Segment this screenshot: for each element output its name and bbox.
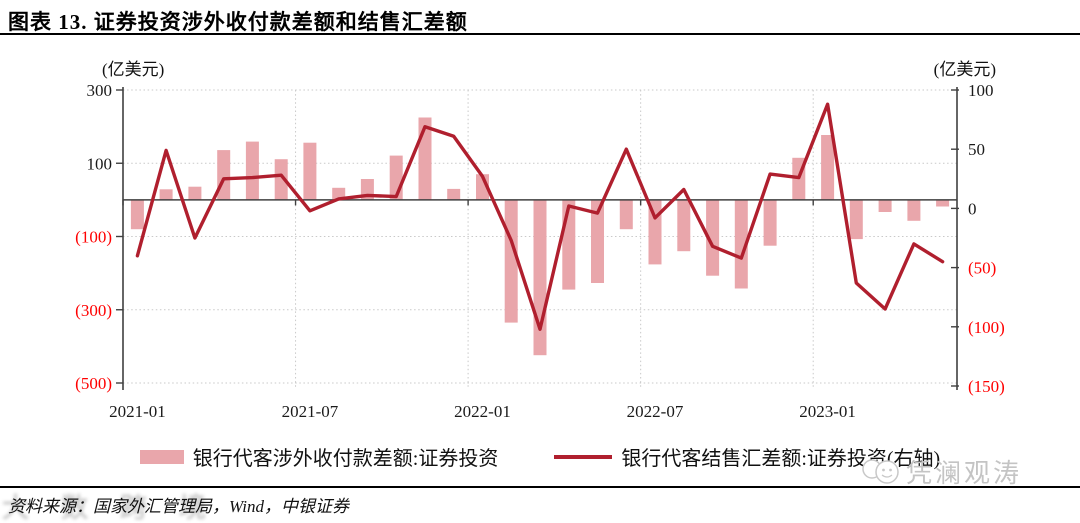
x-axis-tick-label: 2022-01 [454, 402, 511, 421]
left-axis-tick-label: 100 [87, 154, 113, 173]
bar [188, 186, 202, 200]
source-note: 资料来源：国家外汇管理局，Wind，中银证券 [8, 497, 349, 516]
watermark-right-text: 凭澜观涛 [905, 459, 1022, 488]
bottom-divider [0, 486, 1080, 488]
bar [763, 199, 777, 246]
left-axis-tick-label: (300) [75, 301, 112, 320]
right-axis-tick-label: 0 [968, 199, 977, 218]
right-axis-tick-label: (150) [968, 377, 1005, 396]
bar-series-label: 银行代客涉外收付款差额:证券投资 [192, 448, 499, 470]
right-axis-tick-label: (100) [968, 318, 1005, 337]
bar [907, 199, 921, 221]
bar [533, 199, 547, 356]
left-axis-tick-label: (500) [75, 374, 112, 393]
bar [504, 199, 518, 323]
x-axis-tick-label: 2022-07 [627, 402, 684, 421]
line-series-label: 银行代客结售汇差额:证券投资(右轴) [621, 448, 941, 470]
right-axis-unit-label: (亿美元) [933, 60, 996, 79]
right-axis-tick-label: 50 [968, 140, 985, 159]
x-axis-tick-label: 2023-01 [799, 402, 856, 421]
x-axis-tick-label: 2021-07 [282, 402, 339, 421]
watermark-left-text: 大数跨境 [2, 493, 238, 523]
left-axis-unit-label: (亿美元) [102, 60, 165, 79]
bar [447, 188, 461, 200]
legend-item-line-series: 银行代客结售汇差额:证券投资(右轴) [554, 442, 940, 471]
bar [878, 199, 892, 212]
bar [619, 199, 633, 230]
bar [677, 199, 691, 252]
bar [130, 199, 144, 230]
bar [821, 135, 835, 200]
chart-canvas: 300 100 (100) (300) (500) 100 50 0 (50) (100) (150… [75, 81, 1005, 421]
bar [706, 199, 720, 276]
bar [217, 150, 231, 200]
line-series [135, 102, 945, 331]
bar [849, 199, 863, 240]
bar [245, 141, 259, 200]
bar [274, 159, 288, 200]
bar [591, 199, 604, 283]
x-axis-tick-label: 2021-01 [109, 402, 166, 421]
legend-item-bar-series: 银行代客涉外收付款差额:证券投资 [139, 442, 499, 471]
figure-title: 图表 13. 证券投资涉外收付款差额和结售汇差额 [8, 10, 468, 34]
bar [936, 199, 950, 207]
bar [303, 142, 317, 200]
chart-legend: 银行代客涉外收付款差额:证券投资 银行代客结售汇差额:证券投资(右轴) [0, 442, 1080, 471]
right-axis-tick-label: (50) [968, 259, 996, 278]
wechat-bubbles-logo-icon [862, 458, 899, 484]
title-underline [0, 33, 1080, 35]
line-series-swatch [554, 454, 613, 459]
right-axis-tick-label: 100 [968, 81, 994, 100]
bar [159, 189, 173, 200]
bar-series-swatch [139, 449, 184, 464]
left-axis-tick-label: 300 [87, 81, 113, 100]
left-axis-tick-label: (100) [75, 228, 112, 247]
watermark-right: 凭澜观涛 [860, 453, 1022, 490]
bar [734, 199, 748, 289]
